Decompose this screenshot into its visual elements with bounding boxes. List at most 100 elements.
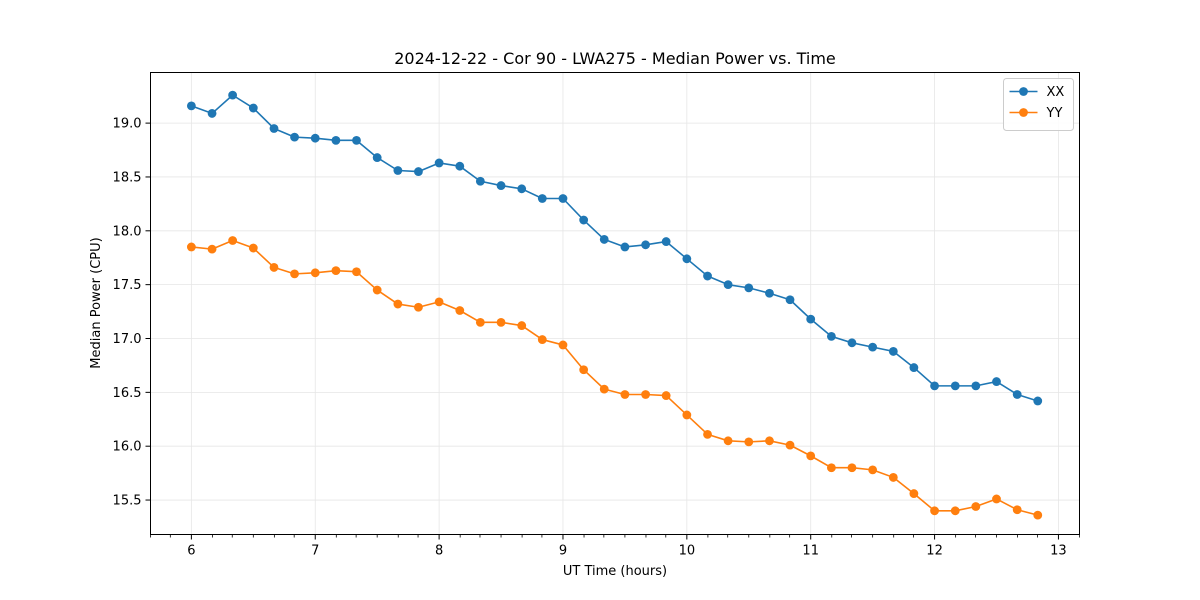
- data-point-xx: [847, 338, 857, 348]
- data-point-yy: [310, 268, 320, 278]
- data-point-xx: [661, 237, 671, 246]
- data-point-xx: [888, 347, 898, 356]
- data-point-xx: [1012, 390, 1022, 399]
- data-point-xx: [992, 377, 1001, 386]
- data-point-xx: [930, 381, 939, 391]
- data-point-yy: [723, 436, 733, 446]
- data-point-xx: [723, 280, 733, 290]
- x-tick-label: 7: [311, 544, 319, 559]
- data-point-xx: [434, 158, 444, 168]
- data-point-yy: [930, 506, 939, 516]
- data-point-xx: [352, 135, 361, 145]
- data-point-yy: [950, 506, 960, 516]
- data-point-yy: [599, 384, 609, 394]
- data-point-yy: [703, 429, 712, 439]
- data-point-xx: [868, 342, 878, 352]
- data-point-yy: [186, 242, 196, 252]
- data-point-yy: [661, 391, 671, 400]
- data-point-xx: [826, 331, 836, 341]
- data-point-xx: [310, 133, 320, 143]
- data-point-yy: [641, 390, 650, 399]
- data-point-yy: [228, 236, 238, 245]
- data-point-xx: [496, 181, 506, 190]
- x-tick-label: 10: [679, 544, 696, 559]
- data-point-xx: [228, 90, 238, 100]
- y-axis: 15.5 16.0 16.5 17.0 17.5 18.0 18.5 19.0: [113, 117, 151, 509]
- data-point-yy: [496, 317, 506, 327]
- data-point-yy: [269, 263, 279, 272]
- data-point-xx: [785, 295, 795, 305]
- x-tick-label: 9: [559, 544, 567, 559]
- data-point-yy: [971, 502, 981, 511]
- data-point-yy: [372, 285, 382, 295]
- data-point-yy: [765, 436, 774, 446]
- y-tick-label: 16.0: [113, 440, 142, 455]
- data-point-xx: [1033, 396, 1043, 406]
- data-point-yy: [434, 297, 444, 307]
- x-axis: 6 7 8 9 10 11 12 13: [150, 534, 1080, 559]
- data-point-xx: [558, 194, 568, 203]
- data-point-yy: [785, 440, 795, 450]
- x-axis-label: UT Time (hours): [563, 564, 667, 579]
- data-point-xx: [414, 167, 423, 176]
- data-point-yy: [806, 451, 816, 461]
- y-tick-label: 18.5: [113, 170, 142, 185]
- x-tick-label: 12: [926, 544, 943, 559]
- data-point-yy: [290, 269, 299, 279]
- y-axis-label: Median Power (CPU): [89, 237, 104, 368]
- legend-marker-xx: [1019, 87, 1028, 96]
- data-point-yy: [1012, 505, 1022, 515]
- legend-marker-yy: [1019, 108, 1028, 117]
- data-point-yy: [868, 465, 878, 475]
- x-tick-label: 13: [1050, 544, 1067, 559]
- data-point-xx: [455, 161, 465, 171]
- data-point-yy: [888, 473, 898, 482]
- data-point-yy: [826, 463, 836, 473]
- data-point-yy: [992, 494, 1001, 504]
- data-point-xx: [269, 124, 279, 133]
- data-point-xx: [207, 109, 217, 118]
- legend-label-yy: YY: [1046, 106, 1063, 121]
- data-point-xx: [765, 288, 774, 298]
- data-point-yy: [682, 410, 692, 420]
- y-tick-label: 18.0: [113, 224, 142, 239]
- data-point-yy: [847, 463, 857, 473]
- data-point-xx: [290, 132, 299, 142]
- data-point-yy: [248, 243, 258, 253]
- data-point-xx: [641, 240, 650, 250]
- data-point-xx: [909, 363, 919, 372]
- legend: XX YY: [1003, 78, 1074, 131]
- data-point-xx: [537, 194, 547, 203]
- data-point-yy: [517, 321, 527, 330]
- data-point-xx: [475, 176, 485, 186]
- chart-title: 2024-12-22 - Cor 90 - LWA275 - Median Po…: [394, 49, 836, 68]
- y-tick-label: 15.5: [113, 494, 142, 509]
- y-tick-label: 17.0: [113, 332, 142, 347]
- data-point-xx: [620, 242, 630, 252]
- data-point-yy: [558, 340, 568, 350]
- data-point-xx: [950, 381, 960, 391]
- y-tick-label: 17.5: [113, 278, 142, 293]
- data-point-xx: [248, 103, 258, 113]
- data-point-xx: [186, 101, 196, 111]
- y-tick-label: 19.0: [113, 117, 142, 132]
- data-point-yy: [455, 306, 465, 315]
- data-point-xx: [806, 314, 816, 324]
- data-point-xx: [971, 381, 981, 391]
- data-point-yy: [475, 317, 485, 327]
- data-point-xx: [682, 254, 692, 264]
- data-point-xx: [703, 271, 712, 281]
- legend-label-xx: XX: [1047, 85, 1065, 100]
- y-tick-label: 16.5: [113, 386, 142, 401]
- data-point-yy: [1033, 510, 1043, 520]
- data-point-yy: [744, 437, 754, 447]
- data-point-xx: [599, 235, 609, 244]
- data-point-xx: [579, 215, 589, 225]
- data-point-xx: [517, 184, 527, 194]
- data-point-yy: [414, 302, 423, 312]
- data-point-yy: [537, 335, 547, 344]
- data-point-xx: [393, 166, 403, 175]
- data-point-xx: [331, 135, 341, 145]
- series-layer: [186, 90, 1043, 520]
- x-tick-label: 6: [187, 544, 195, 559]
